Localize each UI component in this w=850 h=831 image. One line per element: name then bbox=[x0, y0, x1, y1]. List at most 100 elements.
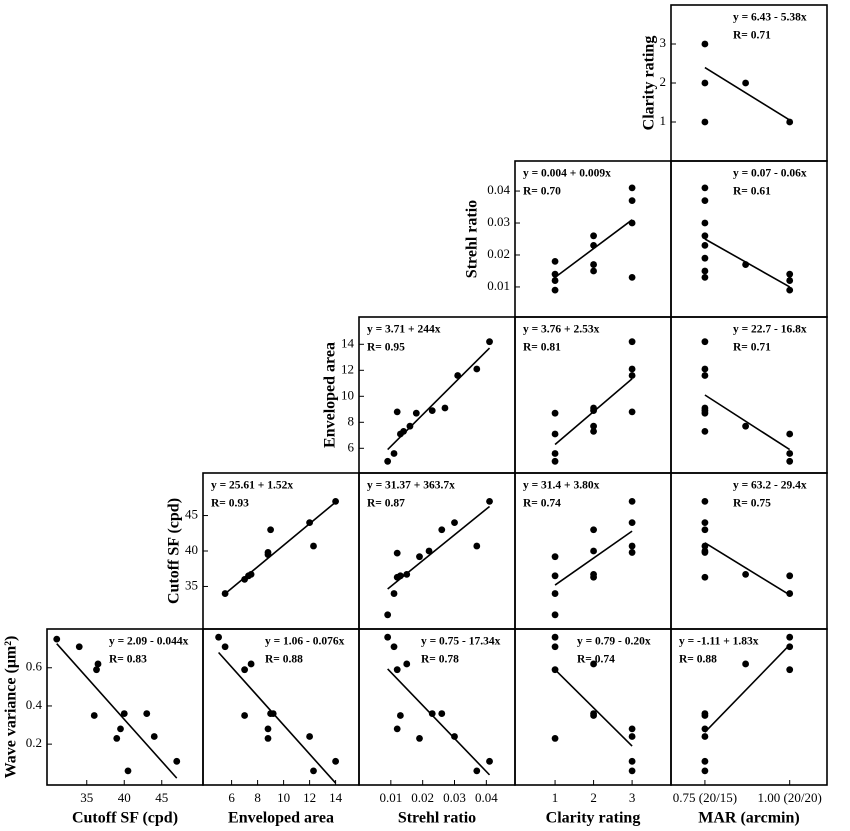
point bbox=[786, 286, 794, 294]
panel bbox=[701, 497, 794, 597]
x-tick-label: 12 bbox=[303, 790, 316, 805]
point bbox=[215, 633, 223, 641]
point bbox=[264, 549, 272, 556]
x-tick-label: 3 bbox=[629, 790, 636, 805]
equation: y = 0.07 - 0.06x bbox=[733, 168, 807, 180]
panel bbox=[384, 338, 493, 465]
point bbox=[113, 735, 121, 742]
y-axis-label: Clarity rating bbox=[641, 36, 658, 131]
point bbox=[393, 549, 401, 557]
point bbox=[701, 409, 709, 417]
point bbox=[406, 422, 414, 430]
point bbox=[306, 519, 313, 527]
point bbox=[742, 422, 750, 430]
r-value: R= 0.78 bbox=[421, 654, 459, 666]
point bbox=[786, 118, 794, 126]
point bbox=[786, 270, 794, 278]
panel bbox=[701, 338, 794, 465]
point bbox=[396, 572, 404, 580]
point bbox=[701, 40, 709, 48]
point bbox=[590, 267, 597, 275]
point bbox=[701, 767, 709, 775]
panel bbox=[215, 633, 339, 784]
point bbox=[701, 372, 709, 379]
point bbox=[143, 710, 151, 717]
y-tick-label: 8 bbox=[348, 413, 355, 428]
x-axis-label: Strehl ratio bbox=[398, 810, 476, 827]
point bbox=[267, 526, 274, 534]
point bbox=[551, 450, 559, 457]
r-value: R= 0.61 bbox=[733, 186, 771, 198]
panel bbox=[701, 633, 794, 775]
x-tick-label: 1 bbox=[552, 790, 559, 805]
point bbox=[786, 643, 794, 651]
point bbox=[247, 660, 255, 668]
point bbox=[701, 273, 709, 281]
point bbox=[416, 735, 423, 742]
point bbox=[628, 767, 636, 775]
fit-line bbox=[704, 394, 791, 451]
panel bbox=[53, 635, 181, 779]
y-axis-label: Strehl ratio bbox=[464, 200, 481, 278]
point bbox=[454, 372, 462, 379]
y-tick-label: 0.03 bbox=[487, 214, 510, 229]
r-value: R= 0.71 bbox=[733, 342, 771, 354]
point bbox=[551, 409, 559, 417]
equation: y = 3.71 + 244x bbox=[367, 324, 441, 336]
point bbox=[628, 273, 636, 281]
point bbox=[742, 261, 750, 268]
panel bbox=[551, 338, 636, 465]
panel bbox=[384, 633, 493, 776]
point bbox=[306, 733, 313, 740]
point bbox=[701, 519, 709, 527]
point bbox=[310, 542, 317, 550]
point bbox=[590, 547, 597, 555]
point bbox=[701, 542, 709, 550]
point bbox=[701, 497, 709, 505]
y-tick-label: 3 bbox=[660, 35, 667, 50]
point bbox=[701, 757, 709, 765]
point bbox=[332, 497, 339, 505]
y-tick-label: 0.01 bbox=[487, 278, 510, 293]
point bbox=[701, 254, 709, 262]
x-tick-label: 45 bbox=[155, 790, 168, 805]
equation: y = 0.75 - 17.34x bbox=[421, 636, 501, 648]
point bbox=[590, 526, 597, 534]
point bbox=[416, 553, 423, 561]
y-axis-label: Wave variance (μm²) bbox=[3, 636, 20, 779]
x-axis-label: Enveloped area bbox=[228, 810, 334, 827]
point bbox=[551, 286, 559, 294]
equation: y = 6.43 - 5.38x bbox=[733, 12, 807, 24]
point bbox=[742, 660, 750, 668]
point bbox=[124, 767, 132, 775]
panel-frame bbox=[202, 472, 360, 630]
point bbox=[786, 457, 794, 465]
x-tick-label: 2 bbox=[590, 790, 597, 805]
point bbox=[590, 428, 597, 435]
x-tick-label: 0.02 bbox=[411, 790, 434, 805]
panel bbox=[551, 184, 636, 294]
point bbox=[628, 338, 636, 346]
equation: y = 0.004 + 0.009x bbox=[523, 168, 611, 180]
panel-frame bbox=[670, 316, 828, 474]
x-tick-label: 0.04 bbox=[475, 790, 498, 805]
x-axis-label: Clarity rating bbox=[546, 810, 641, 827]
point bbox=[425, 547, 433, 555]
r-value: R= 0.88 bbox=[679, 654, 717, 666]
point bbox=[590, 422, 597, 430]
point bbox=[701, 365, 709, 373]
point bbox=[551, 457, 559, 465]
fit-line bbox=[387, 668, 491, 776]
point bbox=[551, 430, 559, 438]
point bbox=[590, 241, 597, 249]
point bbox=[628, 549, 636, 556]
point bbox=[221, 643, 229, 651]
point bbox=[701, 118, 709, 126]
equation: y = 25.61 + 1.52x bbox=[211, 480, 293, 492]
point bbox=[628, 372, 636, 379]
r-value: R= 0.93 bbox=[211, 498, 249, 510]
y-tick-label: 10 bbox=[341, 387, 354, 402]
r-value: R= 0.74 bbox=[577, 654, 615, 666]
point bbox=[628, 497, 636, 505]
point bbox=[551, 735, 559, 742]
